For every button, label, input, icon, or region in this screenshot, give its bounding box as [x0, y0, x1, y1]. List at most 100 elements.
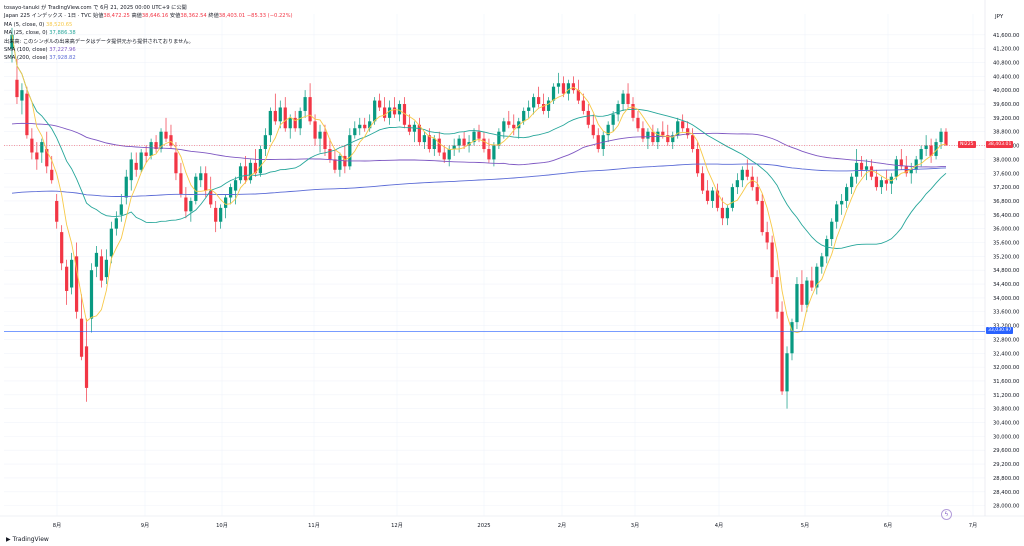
candle-body	[517, 121, 521, 129]
candle-body	[805, 280, 809, 305]
candle-body	[512, 124, 516, 129]
candle-body	[591, 124, 595, 136]
candle-body	[641, 128, 645, 139]
candle-body	[174, 152, 178, 174]
high-label: 高値	[131, 13, 142, 20]
candle-body	[169, 135, 173, 146]
candle-body	[581, 100, 585, 111]
open-value: 38,472.25	[103, 13, 130, 20]
candle-body	[164, 131, 168, 139]
y-tick-label: 39,200.00	[993, 116, 1019, 122]
symbol-title[interactable]: Japan 225 インデックス · 1日 · TVC	[4, 13, 92, 20]
candle-body	[686, 128, 690, 136]
candle-body	[25, 93, 29, 136]
candle-body	[492, 145, 496, 160]
candle-body	[104, 259, 109, 278]
publish-info: tosayo-tanuki が TradingView.com で 6月 21,…	[4, 5, 187, 11]
candle-body	[815, 266, 819, 288]
candle-body	[363, 124, 367, 129]
change-value: −85.33 (−0.22%)	[246, 13, 293, 20]
candle-body	[228, 187, 233, 198]
candle-body	[224, 197, 228, 208]
symbol-ohlc-row: Japan 225 インデックス · 1日 · TVC 始値38,472.25 …	[4, 12, 293, 20]
low-value: 38,362.54	[180, 13, 207, 20]
candle-body	[541, 104, 546, 111]
candle-body	[60, 232, 64, 264]
y-tick-label: 36,000.00	[993, 227, 1019, 233]
candle-body	[462, 138, 466, 146]
candle-body	[159, 131, 163, 150]
y-tick-label: 34,000.00	[993, 296, 1019, 302]
y-tick-label: 29,600.00	[993, 448, 1019, 454]
candle-body	[358, 124, 362, 129]
y-tick-label: 38,000.00	[993, 157, 1019, 163]
candle-body	[417, 124, 421, 143]
candle-body	[825, 239, 829, 257]
currency-label[interactable]: JPY	[995, 14, 1004, 20]
x-tick-label: 4月	[715, 522, 724, 529]
candle-body	[884, 180, 888, 184]
candle-body	[522, 110, 526, 122]
candle-body	[835, 204, 839, 222]
y-tick-label: 40,400.00	[993, 74, 1019, 80]
candle-body	[179, 173, 183, 195]
candle-body	[303, 97, 307, 111]
sma100-line	[11, 122, 946, 168]
candle-body	[219, 207, 223, 222]
indicator-ma5[interactable]: MA (5, close, 0) 38,520.65	[4, 21, 293, 29]
candle-body	[209, 190, 213, 205]
candle-body	[392, 107, 397, 115]
candle-body	[119, 204, 123, 215]
candle-body	[859, 162, 864, 170]
x-tick-label: 8月	[53, 522, 62, 529]
candle-body	[755, 187, 759, 201]
candle-body	[373, 100, 377, 122]
indicator-sma200-value: 37,928.82	[49, 55, 76, 62]
candle-body	[715, 190, 720, 208]
candle-body	[929, 145, 933, 156]
candle-body	[566, 83, 571, 94]
candle-body	[407, 124, 412, 132]
candle-body	[914, 159, 918, 170]
candle-body	[70, 259, 74, 288]
candle-body	[611, 114, 615, 125]
y-tick-label: 30,000.00	[993, 434, 1019, 440]
candle-body	[576, 90, 580, 101]
candle-body	[666, 135, 670, 143]
candle-body	[55, 200, 59, 222]
candle-body	[800, 284, 804, 305]
candle-body	[546, 100, 551, 111]
candle-body	[94, 252, 99, 267]
indicator-sma100[interactable]: SMA (100, close) 37,227.96	[4, 46, 293, 54]
candle-body	[447, 149, 451, 160]
candle-body	[184, 197, 188, 212]
candle-body	[333, 159, 337, 170]
candle-body	[323, 131, 327, 150]
candle-body	[775, 277, 779, 312]
candle-body	[268, 110, 272, 136]
last-symbol-badge: NI225	[958, 141, 976, 149]
candle-body	[695, 149, 700, 174]
tradingview-brand: TradingView	[12, 536, 49, 543]
candle-body	[368, 121, 372, 129]
candle-body	[894, 159, 898, 177]
candle-body	[243, 166, 248, 181]
indicator-volume[interactable]: 出来高: このシンボルの出来高データはデータ提供元から提供されておりません。	[4, 38, 293, 46]
candle-body	[750, 176, 754, 188]
y-tick-label: 36,800.00	[993, 199, 1019, 205]
lightning-icon[interactable]: ϟ	[941, 509, 952, 520]
x-tick-label: 3月	[631, 522, 640, 529]
candle-body	[40, 142, 44, 153]
tradingview-logo[interactable]: ▶ TradingView	[6, 536, 49, 543]
candle-body	[487, 149, 491, 160]
indicator-sma200[interactable]: SMA (200, close) 37,928.82	[4, 54, 293, 62]
y-tick-label: 31,200.00	[993, 393, 1019, 399]
candle-body	[760, 200, 764, 233]
indicator-ma25[interactable]: MA (25, close, 0) 37,886.38	[4, 29, 293, 37]
y-tick-label: 31,600.00	[993, 379, 1019, 385]
candle-body	[154, 142, 158, 150]
candle-body	[263, 135, 267, 150]
candle-body	[427, 135, 431, 150]
y-tick-label: 28,000.00	[993, 504, 1019, 510]
